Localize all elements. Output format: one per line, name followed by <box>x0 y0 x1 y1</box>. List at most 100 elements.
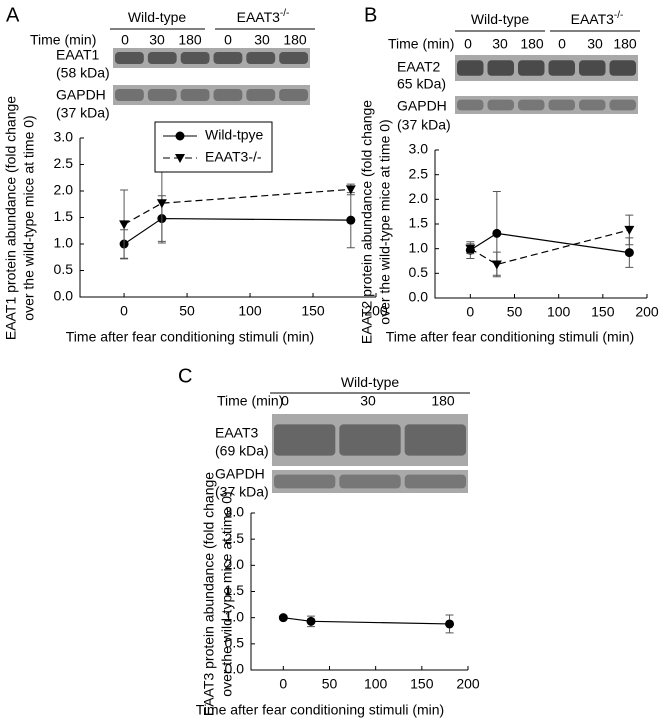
x-tick-label: 0 <box>466 304 474 320</box>
y-tick-label: 0.5 <box>225 635 245 651</box>
y-tick-label: 2.0 <box>225 556 245 572</box>
y-tick-label: 1.0 <box>225 608 245 624</box>
panel: A Wild-type EAAT3-/- Time (min) 0 30 180 0 30 180… <box>3 4 388 344</box>
lane-time: 180 <box>283 32 307 48</box>
blot-size: (58 kDa) <box>56 65 110 81</box>
axis-lines <box>434 150 647 299</box>
blot-band <box>404 474 466 489</box>
lane-time: 30 <box>360 393 376 409</box>
group-name: EAAT3 <box>237 9 281 25</box>
blot-protein: GAPDH <box>215 466 265 482</box>
y-tick-label: 0.5 <box>409 264 429 280</box>
y-tick-label: 0.0 <box>409 289 429 305</box>
blot-background <box>272 470 468 493</box>
x-tick-label: 50 <box>322 676 338 692</box>
y-tick-label: 1.5 <box>54 208 74 224</box>
lane-time: 180 <box>178 32 202 48</box>
x-tick-label: 200 <box>635 304 659 320</box>
blot-band <box>180 52 210 64</box>
y-tick-label: 2.5 <box>409 165 429 181</box>
marker-circle <box>175 131 185 141</box>
blot-band <box>548 99 575 111</box>
blot-protein: GAPDH <box>397 98 447 114</box>
blot-band <box>213 52 243 64</box>
y-axis-label: over the wild-type mice at time 0) <box>21 115 37 320</box>
y-tick-label: 1.0 <box>54 235 74 251</box>
x-tick-label: 100 <box>547 304 571 320</box>
y-axis-label: over the wild-type mice at time 0) <box>377 119 393 324</box>
lane-time: 30 <box>254 32 270 48</box>
x-tick-label: 50 <box>507 304 523 320</box>
panel-letter: B <box>364 4 377 26</box>
y-tick-label: 0.0 <box>225 661 245 677</box>
lane-time: 180 <box>613 36 637 52</box>
time-label: Time (min) <box>388 36 454 52</box>
y-tick-label: 3.0 <box>409 141 429 157</box>
y-tick-label: 1.0 <box>409 239 429 255</box>
blot-protein: EAAT1 <box>56 47 100 63</box>
blot-band <box>579 99 606 111</box>
blot-band <box>279 52 308 64</box>
blot-band <box>115 52 144 64</box>
marker-circle <box>445 619 455 629</box>
lane-time: 30 <box>587 36 603 52</box>
blot-band <box>609 60 636 76</box>
blot-band <box>518 99 545 111</box>
x-tick-label: 100 <box>364 676 388 692</box>
marker-circle <box>306 616 316 626</box>
blot-band <box>147 52 177 64</box>
blot-background <box>455 55 638 81</box>
legend-box <box>154 121 273 173</box>
marker-circle <box>346 215 356 225</box>
time-label: Time (min) <box>30 32 96 48</box>
marker-triangle <box>465 244 476 254</box>
x-tick-label: 150 <box>410 676 434 692</box>
blot-band <box>404 424 466 456</box>
x-tick-label: 200 <box>364 303 388 319</box>
blot-band <box>457 99 484 111</box>
blot-band <box>115 89 144 101</box>
group-superscript: -/- <box>614 10 623 21</box>
blot-band <box>518 60 545 76</box>
blot-band <box>246 89 276 101</box>
marker-triangle <box>119 220 130 230</box>
time-label: Time (min) <box>217 393 283 409</box>
group-superscript: -/- <box>280 8 289 19</box>
lane-time: 30 <box>149 32 165 48</box>
group-label: EAAT3-/- <box>237 8 290 25</box>
series-line <box>470 229 630 266</box>
series-line <box>123 217 351 245</box>
blot-protein: EAAT3 <box>215 425 259 441</box>
y-tick-label: 2.0 <box>54 182 74 198</box>
y-axis-label: EAAT1 protein abundance (fold change <box>3 96 19 340</box>
group-name: Wild-type <box>341 374 400 390</box>
lane-time: 180 <box>520 36 544 52</box>
y-tick-label: 0.5 <box>54 261 74 277</box>
axis-lines <box>250 513 468 671</box>
y-tick-label: 0.0 <box>54 288 74 304</box>
marker-circle <box>624 248 634 258</box>
lane-time: 0 <box>224 32 232 48</box>
x-tick-label: 150 <box>301 303 325 319</box>
group-label: EAAT3-/- <box>571 10 624 27</box>
blot-band <box>339 424 401 456</box>
x-axis-label: Time after fear conditioning stimuli (mi… <box>386 329 634 345</box>
blot-size: (37 kDa) <box>397 117 451 133</box>
blot-band <box>487 99 514 111</box>
blot-size: (37 kDa) <box>56 105 110 121</box>
x-tick-label: 0 <box>120 303 128 319</box>
marker-triangle <box>491 260 502 270</box>
blot-band <box>457 60 484 76</box>
blot-band <box>548 60 575 76</box>
blot-band <box>213 89 243 101</box>
blot-protein: EAAT2 <box>397 59 441 75</box>
marker-triangle <box>175 154 185 163</box>
group-label: Wild-type <box>128 9 187 25</box>
blot-band <box>609 99 636 111</box>
group-name: EAAT3 <box>571 11 615 27</box>
blot-band <box>487 60 514 76</box>
blot-band <box>579 60 606 76</box>
panel: B Wild-type EAAT3-/- Time (min) 0 30 180 0 30 180… <box>359 4 659 344</box>
